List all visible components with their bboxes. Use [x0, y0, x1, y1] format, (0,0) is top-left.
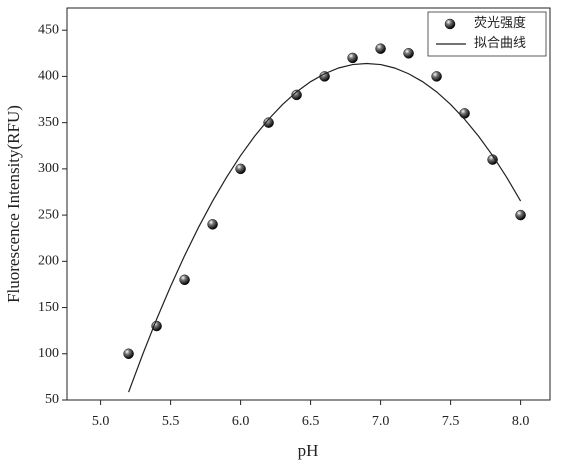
data-point [459, 108, 470, 119]
x-tick-label: 7.5 [442, 414, 460, 429]
data-point [151, 320, 162, 332]
x-tick-label: 5.0 [92, 414, 110, 429]
data-point [515, 209, 526, 221]
x-tick-label: 6.0 [232, 414, 250, 429]
data-point [347, 52, 358, 64]
legend-marker [444, 18, 456, 30]
y-tick-label: 50 [45, 392, 59, 407]
y-axis-title: Fluorescence Intensity(RFU) [4, 105, 23, 303]
x-tick-label: 5.5 [162, 414, 180, 429]
x-tick-label: 6.5 [302, 414, 320, 429]
data-point [403, 48, 414, 59]
data-point [375, 43, 386, 54]
plot-frame [66, 7, 551, 401]
y-tick-label: 250 [38, 207, 59, 222]
data-point [263, 117, 274, 128]
x-tick-label: 7.0 [372, 414, 390, 429]
data-point [431, 71, 442, 82]
data-point [179, 274, 190, 286]
x-axis-title: pH [298, 441, 319, 460]
y-tick-label: 300 [38, 161, 59, 176]
legend-label: 荧光强度 [474, 15, 526, 30]
data-point [291, 89, 302, 101]
y-tick-label: 450 [38, 22, 59, 37]
data-point [207, 219, 218, 230]
y-tick-label: 200 [38, 254, 59, 269]
fit-curve [128, 62, 522, 393]
legend-label: 拟合曲线 [474, 35, 526, 50]
y-tick-label: 100 [38, 346, 59, 361]
data-point [123, 348, 134, 360]
data-point [235, 163, 246, 175]
y-tick-label: 400 [38, 69, 59, 84]
x-tick-label: 8.0 [512, 414, 530, 429]
y-tick-label: 150 [38, 300, 59, 315]
y-tick-label: 350 [38, 115, 59, 130]
